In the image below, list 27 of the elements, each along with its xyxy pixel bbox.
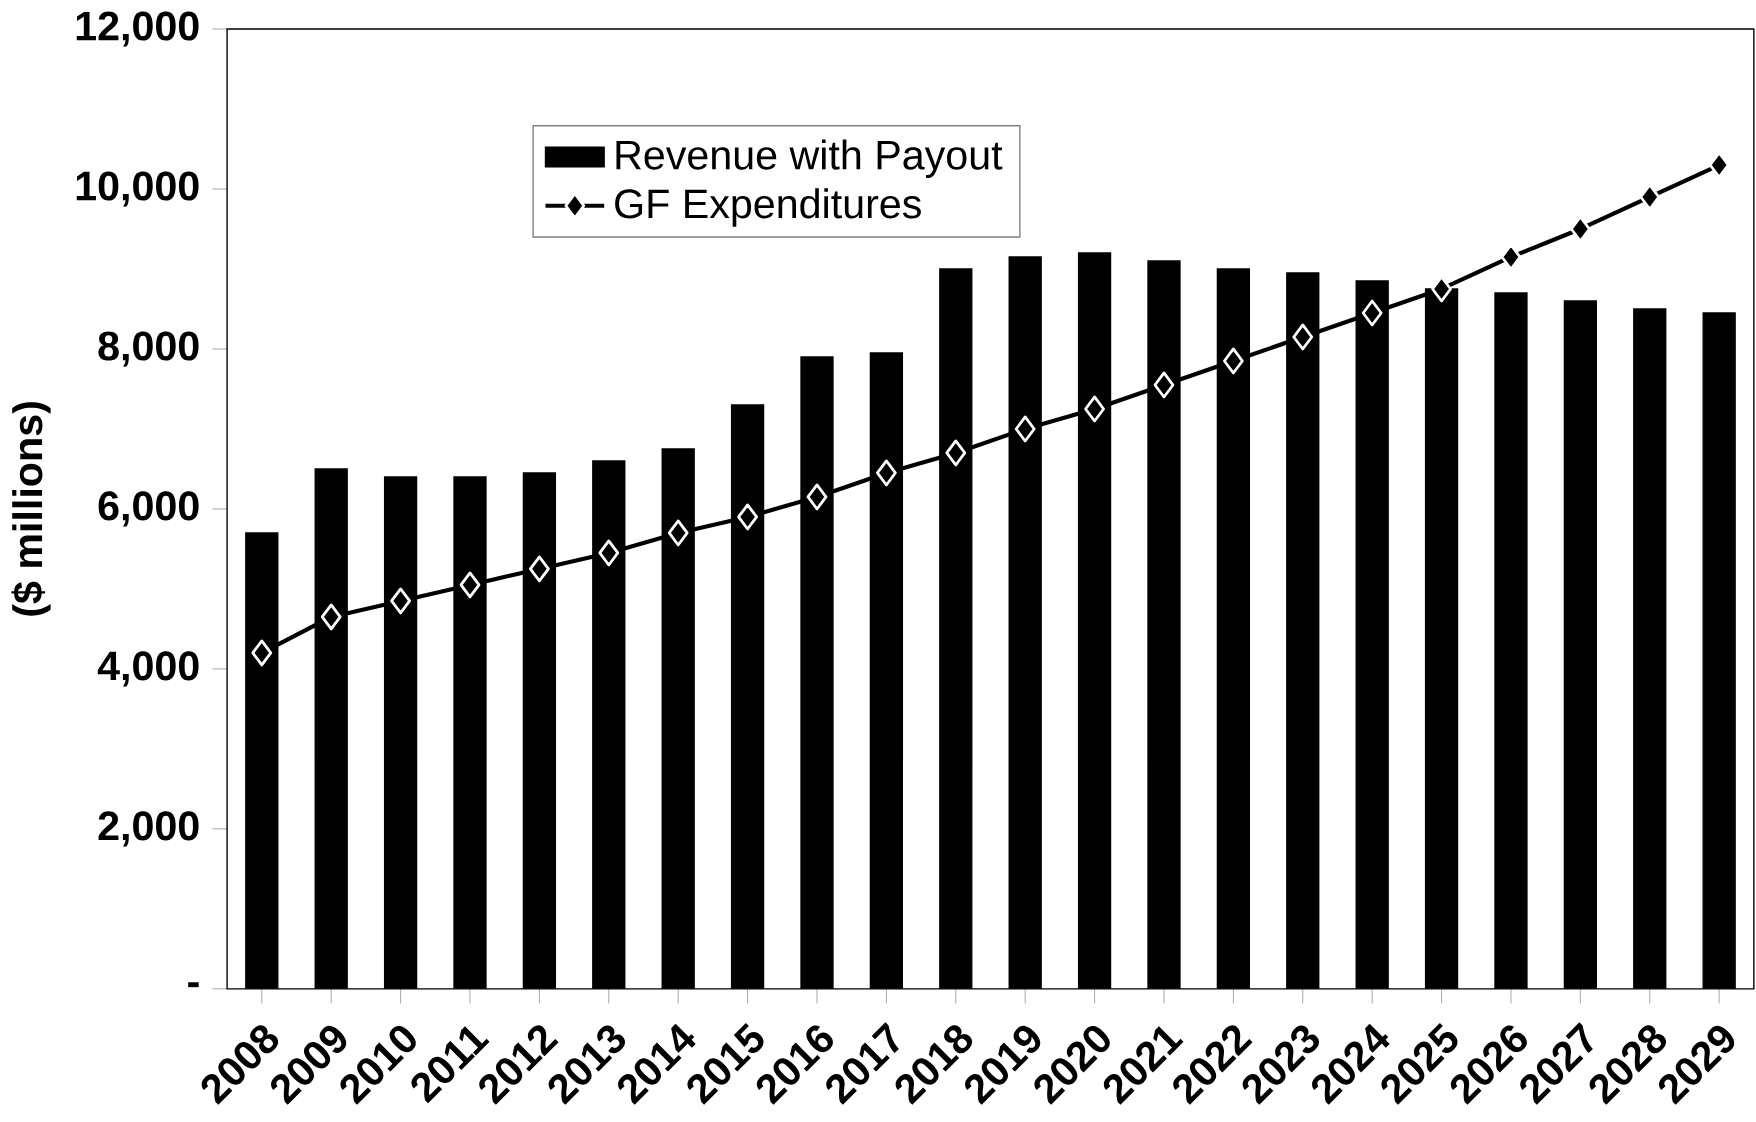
point bbox=[598, 539, 620, 567]
point bbox=[875, 459, 897, 487]
legend-label: Revenue with Payout bbox=[616, 139, 1003, 178]
point bbox=[251, 639, 273, 667]
y-tick-label: 8,000 bbox=[98, 331, 199, 367]
point bbox=[1292, 323, 1314, 351]
point bbox=[1084, 395, 1105, 423]
y-tick-label: 4,000 bbox=[97, 651, 199, 687]
point bbox=[806, 483, 828, 511]
point bbox=[459, 571, 481, 599]
point bbox=[667, 519, 689, 547]
legend-label: GF Expenditures bbox=[615, 188, 921, 227]
y-tick-label: 10,000 bbox=[76, 171, 199, 207]
y-tick-label: - bbox=[188, 982, 199, 987]
y-tick-label: 2,000 bbox=[98, 811, 199, 847]
point bbox=[1014, 415, 1036, 443]
point bbox=[390, 587, 411, 615]
point bbox=[320, 603, 342, 631]
point bbox=[1361, 299, 1383, 327]
y-tick-label: 12,000 bbox=[76, 11, 199, 47]
y-tick-label: 6,000 bbox=[98, 491, 199, 527]
y-axis-title: ($ millions) bbox=[11, 401, 51, 616]
point bbox=[529, 555, 550, 583]
point bbox=[737, 503, 758, 531]
point bbox=[1222, 347, 1244, 375]
point bbox=[1153, 371, 1175, 399]
point bbox=[945, 439, 967, 467]
